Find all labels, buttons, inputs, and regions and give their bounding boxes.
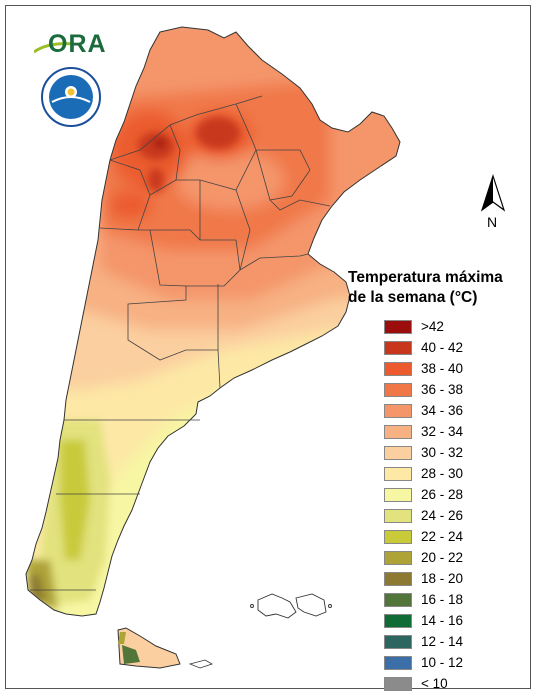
north-label: N (487, 214, 498, 230)
legend-label: 38 - 40 (421, 361, 464, 376)
legend-row: 36 - 38 (348, 379, 528, 400)
legend-row: 24 - 26 (348, 505, 528, 526)
legend-swatch (384, 676, 412, 691)
legend-swatch (384, 340, 412, 355)
legend-swatch (384, 571, 412, 586)
legend-swatch (384, 424, 412, 439)
north-arrow-icon (480, 174, 506, 212)
tierra-del-fuego (117, 627, 213, 669)
legend-label: 14 - 16 (421, 613, 464, 628)
legend-label: 10 - 12 (421, 655, 464, 670)
legend-label: 30 - 32 (421, 445, 464, 460)
legend-label: 20 - 22 (421, 550, 464, 565)
legend-row: 18 - 20 (348, 568, 528, 589)
legend-swatch (384, 508, 412, 523)
malvinas-islands (250, 593, 332, 619)
legend-label: 12 - 14 (421, 634, 464, 649)
legend-row: 26 - 28 (348, 484, 528, 505)
legend-title-line1: Temperatura máxima (348, 269, 503, 286)
north-arrow: N (478, 174, 508, 234)
legend-row: 22 - 24 (348, 526, 528, 547)
legend-swatch (384, 550, 412, 565)
legend-swatch (384, 529, 412, 544)
legend-label: 26 - 28 (421, 487, 464, 502)
legend-row: 40 - 42 (348, 337, 528, 358)
legend-row: < 10 (348, 673, 528, 694)
province-boundaries (25, 26, 401, 617)
legend-row: 10 - 12 (348, 652, 528, 673)
legend-swatch (384, 613, 412, 628)
legend-title-line2: de la semana (°C) (348, 289, 478, 306)
ora-logo: ORA (34, 30, 107, 60)
legend-swatch (384, 466, 412, 481)
legend: Temperatura máxima de la semana (°C) >42… (348, 268, 528, 694)
legend-label: 40 - 42 (421, 340, 464, 355)
legend-row: 28 - 30 (348, 463, 528, 484)
legend-label: 32 - 34 (421, 424, 464, 439)
legend-row: 12 - 14 (348, 631, 528, 652)
legend-row: 14 - 16 (348, 610, 528, 631)
legend-classes: >42 40 - 42 38 - 40 36 - 38 34 - 36 32 - 34 30… (348, 316, 528, 694)
legend-row: >42 (348, 316, 528, 337)
legend-row: 32 - 34 (348, 421, 528, 442)
legend-label: >42 (421, 319, 444, 334)
legend-swatch (384, 319, 412, 334)
legend-swatch (384, 361, 412, 376)
legend-row: 20 - 22 (348, 547, 528, 568)
ora-swoosh-icon (34, 42, 74, 54)
legend-title: Temperatura máxima de la semana (°C) (348, 268, 528, 308)
legend-row: 38 - 40 (348, 358, 528, 379)
legend-label: 28 - 30 (421, 466, 464, 481)
legend-row: 30 - 32 (348, 442, 528, 463)
legend-label: 24 - 26 (421, 508, 464, 523)
ora-logo-text: ORA (48, 30, 107, 58)
legend-swatch (384, 403, 412, 418)
legend-label: < 10 (421, 676, 448, 691)
legend-swatch (384, 487, 412, 502)
legend-row: 16 - 18 (348, 589, 528, 610)
legend-label: 22 - 24 (421, 529, 464, 544)
smn-logo-icon (40, 66, 102, 128)
legend-row: 34 - 36 (348, 400, 528, 421)
legend-swatch (384, 382, 412, 397)
legend-label: 34 - 36 (421, 403, 464, 418)
legend-label: 16 - 18 (421, 592, 464, 607)
legend-swatch (384, 445, 412, 460)
legend-swatch (384, 592, 412, 607)
legend-swatch (384, 655, 412, 670)
legend-label: 18 - 20 (421, 571, 464, 586)
legend-swatch (384, 634, 412, 649)
legend-label: 36 - 38 (421, 382, 464, 397)
